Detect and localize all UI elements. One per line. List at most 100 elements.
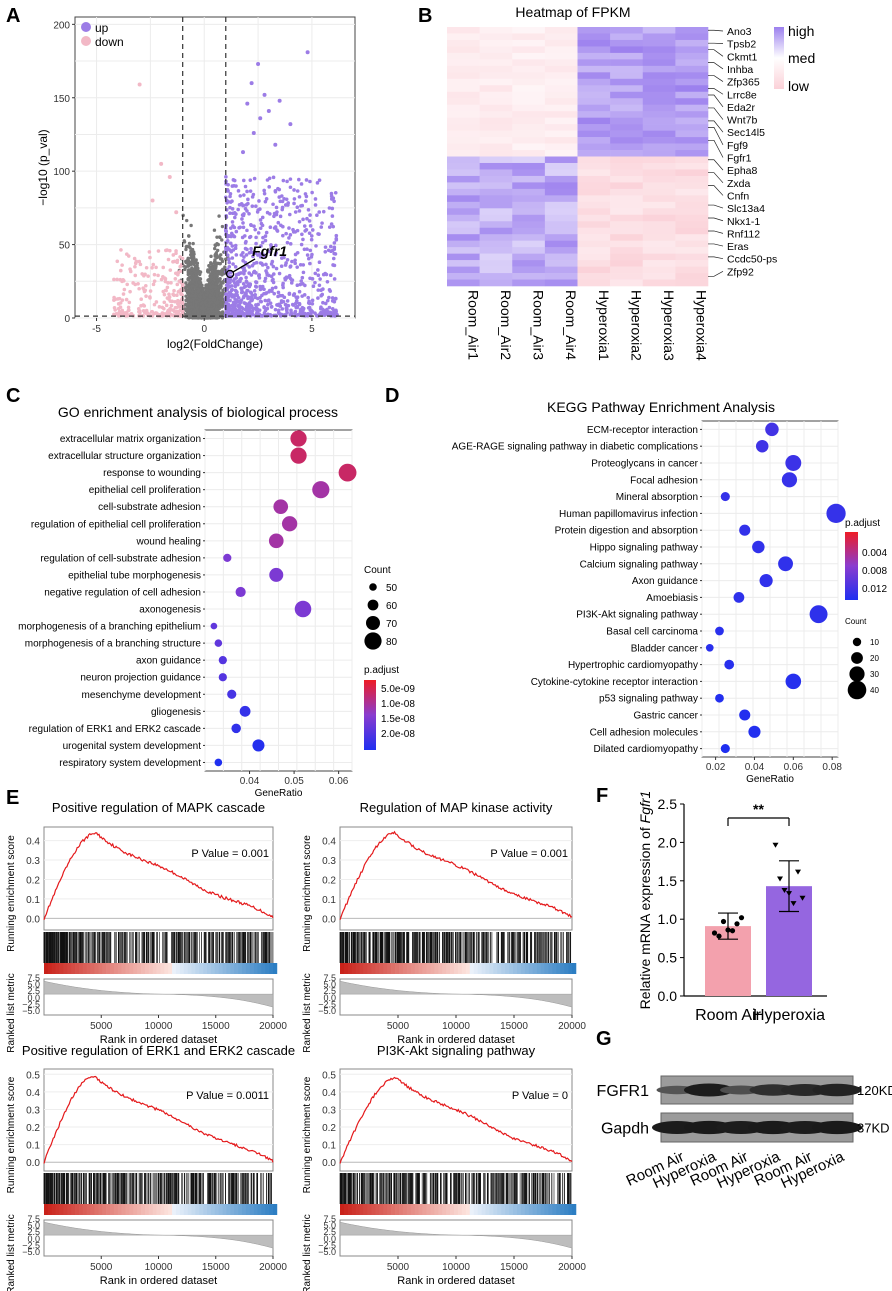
heatmap-cell [479,78,513,86]
point-ns [217,214,221,218]
point-ns [217,255,222,259]
point-down [166,257,171,262]
point-down [141,303,146,307]
point-ns [212,228,217,232]
point-up [328,289,333,293]
point-down [128,289,132,294]
point-up [243,241,248,245]
point-ns [213,246,217,251]
rank-strip-cell [207,963,212,974]
heatmap-cell [479,143,513,151]
heatmap-cell [642,266,676,274]
point-down [137,259,142,264]
rank-strip-cell [257,963,262,974]
data-point [252,739,265,752]
term-label: Basal cell carcinoma [606,627,698,638]
point-up [273,307,278,312]
point-down [142,273,146,278]
point-ns [186,309,191,313]
point-up [284,303,289,308]
heatmap-cell [544,46,578,54]
data-point [269,567,284,582]
heatmap-cell [610,253,644,261]
rank-strip-cell [195,963,200,974]
point-ns [191,255,195,259]
heatmap-cell [675,130,709,138]
gene-leader-line [708,230,724,234]
heatmap-cell [577,195,611,203]
heatmap-cell [544,130,578,138]
gene-label: Zxda [727,178,751,190]
gene-leader-line [708,49,724,57]
point-up [234,307,238,312]
heatmap-cell [675,52,709,60]
heatmap-cell [512,234,546,241]
point-ns [206,270,211,274]
point-ns [217,235,222,239]
point-up [266,302,270,307]
point-ns [215,235,219,239]
heatmap-cell [642,208,676,216]
point-up [226,295,231,299]
gene-label: Ckmt1 [727,51,757,63]
heatmap-cell [610,162,644,170]
heatmap-cell [479,279,513,287]
rank-strip-cell [199,963,204,974]
point-up [248,305,253,309]
point-up [295,189,300,193]
rank-strip-cell [210,963,216,974]
point-ns [193,294,198,299]
point-up [240,217,244,221]
gene-leader-line [708,271,724,277]
p-value-text: P Value = 0.001 [191,848,269,860]
point-up [247,235,252,240]
point-up [303,192,308,196]
heatmap-cell [675,33,709,41]
point-down [172,309,177,314]
size-legend-label: 70 [386,619,398,630]
data-point [739,524,751,536]
legend-med: med [788,50,815,66]
point-up [334,238,339,242]
heatmap-cell [610,78,644,86]
data-point [218,656,227,665]
chart-title: GO enrichment analysis of biological pro… [58,404,338,420]
heatmap-cell [675,65,709,73]
heatmap-cell [479,27,513,34]
point-down [133,282,138,287]
point-ns [198,272,202,277]
heatmap-cell [610,260,644,267]
legend-dot-up [81,22,91,32]
point-ns [209,261,213,265]
heatmap-cell [447,227,480,235]
point-ns [185,244,189,249]
point-up [292,292,297,296]
term-label: negative regulation of cell adhesion [44,587,201,598]
y-axis-label-es: Running enrichment score [302,835,313,952]
term-label: Cell adhesion molecules [590,727,698,738]
point-up [331,256,336,261]
rank-strip-cell [144,963,150,974]
point-ns [189,271,193,275]
heatmap-cell [610,72,644,80]
point-up [323,249,328,254]
point-up [246,289,250,293]
heatmap-cell [642,195,676,203]
point-up [241,295,246,300]
data-point [290,447,307,464]
point-up [227,257,231,261]
heatmap-cell [642,52,676,60]
color-legend-title: p.adjust [845,518,880,529]
heatmap-cell [642,188,676,196]
rank-strip-cell [175,963,181,974]
point-up [263,291,268,296]
heatmap-cell [544,27,578,34]
point-up [245,189,249,194]
point-down [167,292,171,297]
point-down [115,277,119,282]
heatmap-cell [577,182,611,190]
point-up [287,236,291,240]
point-down [159,161,164,166]
term-label: urogenital system development [63,741,202,752]
